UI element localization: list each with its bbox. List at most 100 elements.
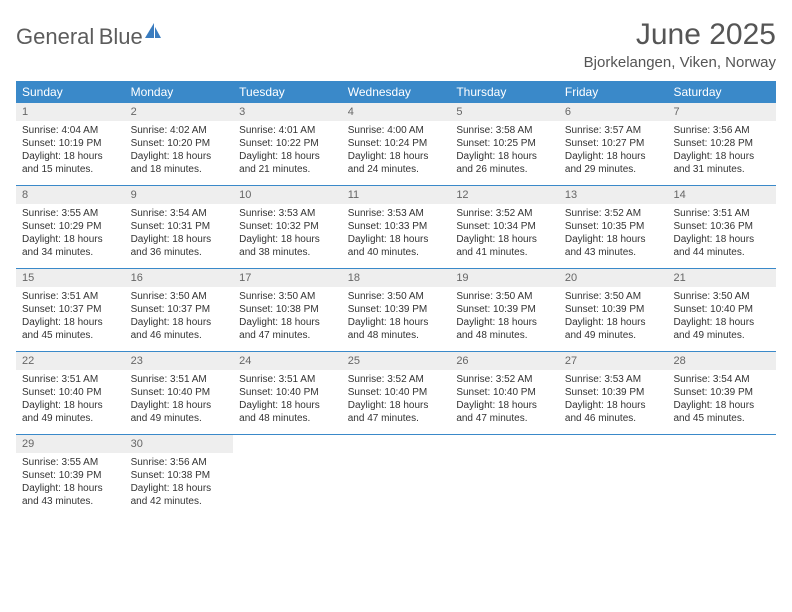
day-body: Sunrise: 4:00 AMSunset: 10:24 PMDaylight… [342,121,451,180]
day-body: Sunrise: 4:04 AMSunset: 10:19 PMDaylight… [16,121,125,180]
empty-cell [233,435,342,517]
day-cell: 29Sunrise: 3:55 AMSunset: 10:39 PMDaylig… [16,435,125,517]
day-number: 5 [450,103,559,121]
day-number: 30 [125,435,234,453]
day-number: 22 [16,352,125,370]
day-body: Sunrise: 3:50 AMSunset: 10:39 PMDaylight… [559,287,668,346]
day-body: Sunrise: 4:02 AMSunset: 10:20 PMDaylight… [125,121,234,180]
sunrise-line: Sunrise: 4:04 AM [22,124,119,137]
sunset-line: Sunset: 10:35 PM [565,220,662,233]
day-body: Sunrise: 3:56 AMSunset: 10:38 PMDaylight… [125,453,234,512]
day-body: Sunrise: 3:55 AMSunset: 10:39 PMDaylight… [16,453,125,512]
daylight-line: Daylight: 18 hours and 47 minutes. [348,399,445,425]
sunset-line: Sunset: 10:40 PM [131,386,228,399]
day-cell: 27Sunrise: 3:53 AMSunset: 10:39 PMDaylig… [559,352,668,434]
daylight-line: Daylight: 18 hours and 21 minutes. [239,150,336,176]
day-body: Sunrise: 3:52 AMSunset: 10:40 PMDaylight… [342,370,451,429]
sunset-line: Sunset: 10:39 PM [348,303,445,316]
month-title: June 2025 [584,18,776,52]
day-body: Sunrise: 3:51 AMSunset: 10:40 PMDaylight… [16,370,125,429]
sunset-line: Sunset: 10:27 PM [565,137,662,150]
week-row: 15Sunrise: 3:51 AMSunset: 10:37 PMDaylig… [16,269,776,352]
daylight-line: Daylight: 18 hours and 49 minutes. [22,399,119,425]
day-number: 9 [125,186,234,204]
sunset-line: Sunset: 10:33 PM [348,220,445,233]
sunset-line: Sunset: 10:39 PM [22,469,119,482]
day-body: Sunrise: 3:50 AMSunset: 10:39 PMDaylight… [342,287,451,346]
sunset-line: Sunset: 10:37 PM [22,303,119,316]
logo-text-blue: Blue [99,24,143,49]
sunrise-line: Sunrise: 3:51 AM [22,290,119,303]
sunset-line: Sunset: 10:37 PM [131,303,228,316]
sunset-line: Sunset: 10:39 PM [673,386,770,399]
day-number: 13 [559,186,668,204]
sunrise-line: Sunrise: 3:58 AM [456,124,553,137]
day-number: 28 [667,352,776,370]
day-number: 12 [450,186,559,204]
header: General Blue June 2025 Bjorkelangen, Vik… [16,18,776,71]
daylight-line: Daylight: 18 hours and 42 minutes. [131,482,228,508]
sunset-line: Sunset: 10:39 PM [565,303,662,316]
day-body: Sunrise: 3:52 AMSunset: 10:35 PMDaylight… [559,204,668,263]
sunrise-line: Sunrise: 3:55 AM [22,207,119,220]
day-body: Sunrise: 3:50 AMSunset: 10:37 PMDaylight… [125,287,234,346]
weekday-header: Tuesday [233,81,342,103]
logo-triangle-icon [145,23,154,38]
day-number: 8 [16,186,125,204]
daylight-line: Daylight: 18 hours and 43 minutes. [565,233,662,259]
sunrise-line: Sunrise: 3:50 AM [456,290,553,303]
sunrise-line: Sunrise: 3:50 AM [348,290,445,303]
daylight-line: Daylight: 18 hours and 46 minutes. [131,316,228,342]
day-cell: 2Sunrise: 4:02 AMSunset: 10:20 PMDayligh… [125,103,234,185]
sunset-line: Sunset: 10:40 PM [673,303,770,316]
daylight-line: Daylight: 18 hours and 48 minutes. [348,316,445,342]
calendar-page: General Blue June 2025 Bjorkelangen, Vik… [0,0,792,517]
sunset-line: Sunset: 10:19 PM [22,137,119,150]
day-number: 29 [16,435,125,453]
daylight-line: Daylight: 18 hours and 45 minutes. [22,316,119,342]
day-number: 3 [233,103,342,121]
empty-cell [342,435,451,517]
logo-triangle-icon [155,27,161,38]
daylight-line: Daylight: 18 hours and 47 minutes. [239,316,336,342]
sunrise-line: Sunrise: 3:55 AM [22,456,119,469]
sunrise-line: Sunrise: 4:02 AM [131,124,228,137]
day-body: Sunrise: 4:01 AMSunset: 10:22 PMDaylight… [233,121,342,180]
day-cell: 7Sunrise: 3:56 AMSunset: 10:28 PMDayligh… [667,103,776,185]
day-body: Sunrise: 3:55 AMSunset: 10:29 PMDaylight… [16,204,125,263]
sunrise-line: Sunrise: 3:51 AM [22,373,119,386]
sunset-line: Sunset: 10:40 PM [22,386,119,399]
day-body: Sunrise: 3:52 AMSunset: 10:40 PMDaylight… [450,370,559,429]
title-block: June 2025 Bjorkelangen, Viken, Norway [584,18,776,71]
day-number: 17 [233,269,342,287]
sunset-line: Sunset: 10:36 PM [673,220,770,233]
sunset-line: Sunset: 10:22 PM [239,137,336,150]
sunset-line: Sunset: 10:38 PM [239,303,336,316]
sunset-line: Sunset: 10:24 PM [348,137,445,150]
sunrise-line: Sunrise: 3:54 AM [131,207,228,220]
sunrise-line: Sunrise: 3:53 AM [348,207,445,220]
day-body: Sunrise: 3:50 AMSunset: 10:39 PMDaylight… [450,287,559,346]
daylight-line: Daylight: 18 hours and 46 minutes. [565,399,662,425]
day-cell: 10Sunrise: 3:53 AMSunset: 10:32 PMDaylig… [233,186,342,268]
sunrise-line: Sunrise: 4:00 AM [348,124,445,137]
daylight-line: Daylight: 18 hours and 34 minutes. [22,233,119,259]
sunrise-line: Sunrise: 3:54 AM [673,373,770,386]
weekday-header: Thursday [450,81,559,103]
sunset-line: Sunset: 10:34 PM [456,220,553,233]
daylight-line: Daylight: 18 hours and 24 minutes. [348,150,445,176]
logo-text-general: General [16,24,94,49]
sunset-line: Sunset: 10:25 PM [456,137,553,150]
calendar-grid: SundayMondayTuesdayWednesdayThursdayFrid… [16,81,776,517]
weekday-header: Saturday [667,81,776,103]
day-number: 15 [16,269,125,287]
day-cell: 20Sunrise: 3:50 AMSunset: 10:39 PMDaylig… [559,269,668,351]
sunrise-line: Sunrise: 3:50 AM [673,290,770,303]
day-number: 14 [667,186,776,204]
day-number: 21 [667,269,776,287]
sunrise-line: Sunrise: 3:51 AM [673,207,770,220]
day-body: Sunrise: 3:50 AMSunset: 10:38 PMDaylight… [233,287,342,346]
sunrise-line: Sunrise: 3:53 AM [239,207,336,220]
day-cell: 9Sunrise: 3:54 AMSunset: 10:31 PMDayligh… [125,186,234,268]
sunrise-line: Sunrise: 3:56 AM [131,456,228,469]
